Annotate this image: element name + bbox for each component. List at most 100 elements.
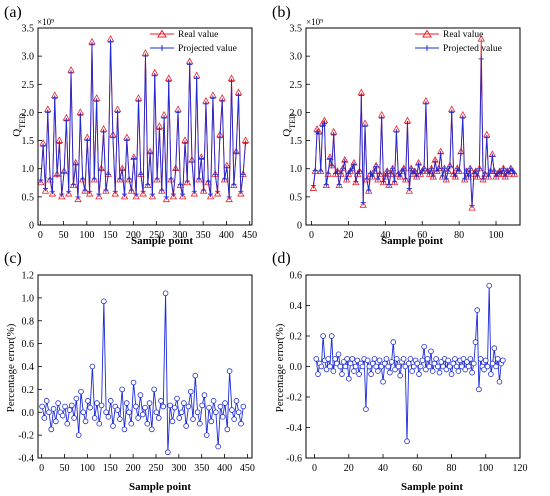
data-point-projected-a bbox=[231, 181, 237, 188]
data-point-projected-a bbox=[177, 181, 183, 188]
data-point-projected-b bbox=[382, 173, 388, 179]
data-point-projected-a bbox=[105, 171, 111, 177]
data-point-projected-a bbox=[110, 135, 116, 141]
data-point-error-d bbox=[477, 356, 484, 362]
data-point-projected-a bbox=[142, 53, 149, 59]
data-point-real-b bbox=[342, 175, 351, 183]
data-point-projected-b bbox=[380, 179, 387, 185]
data-point-error-d bbox=[423, 366, 429, 373]
data-point-error-d bbox=[488, 371, 494, 377]
data-point-error-c bbox=[219, 414, 226, 420]
data-point-real-a bbox=[220, 175, 229, 183]
y-tick-label-b: 1.5 bbox=[290, 136, 303, 147]
data-point-projected-b bbox=[334, 168, 340, 174]
data-point-real-a bbox=[78, 175, 87, 183]
data-point-real-a bbox=[58, 192, 66, 200]
data-point-error-d bbox=[472, 339, 479, 345]
data-point-projected-a bbox=[156, 126, 163, 132]
data-point-error-d bbox=[356, 371, 362, 377]
data-point-error-d bbox=[385, 363, 391, 370]
data-point-error-c bbox=[231, 416, 237, 422]
data-point-error-c bbox=[130, 379, 137, 386]
data-point-projected-b bbox=[343, 176, 350, 182]
data-point-error-d bbox=[493, 363, 499, 370]
data-point-projected-b bbox=[386, 181, 392, 188]
data-point-projected-b bbox=[325, 170, 331, 176]
x-tick-label-c: 150 bbox=[103, 463, 118, 474]
x-tick-label-b: 80 bbox=[454, 230, 464, 241]
y-axis-title-c: Percentage error(%) bbox=[5, 323, 17, 412]
data-point-real-b bbox=[438, 172, 447, 180]
data-point-projected-b bbox=[474, 173, 481, 179]
data-point-projected-b bbox=[379, 115, 385, 121]
x-tick-label-d: 0 bbox=[312, 463, 317, 474]
data-point-real-a bbox=[176, 181, 185, 188]
legend-label-real-b: Real value bbox=[443, 30, 483, 40]
data-point-error-d bbox=[467, 356, 474, 362]
data-point-projected-a bbox=[73, 161, 79, 167]
data-point-projected-a bbox=[98, 167, 104, 173]
data-point-error-d bbox=[373, 363, 379, 370]
data-point-projected-b bbox=[367, 170, 374, 176]
data-point-projected-a bbox=[242, 140, 249, 146]
data-point-real-a bbox=[125, 175, 133, 183]
data-point-error-d bbox=[426, 363, 433, 370]
data-point-error-c bbox=[48, 426, 55, 433]
data-point-projected-b bbox=[441, 166, 447, 172]
data-point-real-b bbox=[335, 181, 343, 188]
x-tick-label-a: 450 bbox=[242, 230, 257, 241]
data-point-projected-a bbox=[159, 187, 165, 193]
data-point-error-c bbox=[71, 415, 77, 421]
data-point-projected-a bbox=[198, 155, 204, 162]
y-tick-label-b: 2.5 bbox=[290, 80, 303, 91]
data-point-projected-b bbox=[498, 170, 505, 176]
data-point-error-c bbox=[105, 414, 112, 420]
data-point-error-d bbox=[494, 356, 501, 362]
data-point-error-d bbox=[351, 368, 357, 374]
data-point-error-c bbox=[50, 406, 57, 412]
data-point-projected-a bbox=[96, 191, 102, 197]
data-point-error-c bbox=[59, 412, 66, 419]
data-point-projected-a bbox=[82, 187, 88, 193]
y-tick-label-c: 0.4 bbox=[22, 362, 35, 373]
data-point-real-a bbox=[230, 181, 238, 188]
data-point-error-d bbox=[481, 366, 487, 373]
data-point-projected-b bbox=[436, 166, 442, 172]
panel-label-d: (d) bbox=[272, 250, 291, 267]
data-point-real-b bbox=[464, 172, 473, 180]
data-point-real-b bbox=[477, 35, 485, 42]
data-point-error-d bbox=[344, 356, 350, 362]
plot-frame-b bbox=[305, 27, 521, 226]
data-point-error-d bbox=[496, 378, 503, 385]
data-point-error-c bbox=[235, 409, 242, 416]
data-point-projected-a bbox=[124, 137, 130, 144]
data-point-real-a bbox=[213, 189, 222, 197]
data-point-real-b bbox=[510, 170, 519, 177]
panel-d: (d) Percentage error(%) Sample point 0 20… bbox=[272, 250, 528, 493]
data-point-real-a bbox=[199, 187, 208, 194]
data-point-error-d bbox=[448, 371, 455, 377]
data-point-projected-a bbox=[135, 98, 142, 104]
data-point-real-a bbox=[195, 175, 203, 183]
data-point-real-a bbox=[65, 189, 73, 197]
data-point-projected-a bbox=[91, 176, 97, 182]
data-point-error-d bbox=[328, 333, 335, 339]
x-tick-label-c: 200 bbox=[126, 463, 141, 474]
data-point-error-d bbox=[445, 357, 451, 364]
data-point-error-d bbox=[491, 345, 498, 352]
data-point-projected-a bbox=[114, 109, 121, 116]
y-tick-label-b: 0.5 bbox=[290, 192, 303, 203]
data-point-error-d bbox=[484, 363, 491, 370]
data-point-error-c bbox=[215, 443, 221, 450]
data-point-error-c bbox=[126, 409, 132, 416]
data-point-projected-a bbox=[117, 176, 123, 182]
y-tick-label-c: 0.2 bbox=[22, 385, 35, 396]
data-point-projected-a bbox=[54, 172, 60, 179]
data-point-error-c bbox=[107, 398, 114, 404]
data-point-error-d bbox=[380, 378, 386, 385]
data-point-error-d bbox=[318, 363, 325, 370]
y-tick-label-c: -0.2 bbox=[18, 431, 34, 442]
data-point-projected-a bbox=[203, 101, 209, 107]
data-point-error-d bbox=[313, 356, 320, 362]
data-point-real-b bbox=[473, 172, 482, 180]
